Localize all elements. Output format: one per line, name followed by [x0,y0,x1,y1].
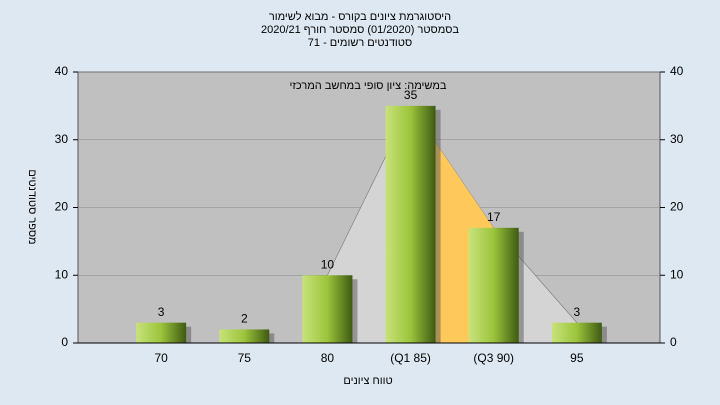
y2-tick-label: 10 [670,267,684,281]
value-label: 3 [574,305,581,319]
y2-tick-label: 40 [670,64,684,78]
bar [551,322,602,343]
subtitle: במשימה: ציון סופי במחשב המרכזי [290,80,447,92]
title-line: סטודנטים רשומים - 71 [308,37,412,49]
value-label: 17 [487,210,501,224]
y-tick-label: 20 [55,200,69,214]
x-tick-label: 75 [238,351,252,365]
bar [385,105,436,343]
x-tick-label: 80 [321,351,335,365]
y-tick-label: 10 [55,267,69,281]
bar [219,329,270,343]
x-tick-label: 70 [154,351,168,365]
x-tick-label: 95 [570,351,584,365]
value-label: 35 [404,88,418,102]
y2-tick-label: 20 [670,200,684,214]
title-line: היסטוגרמת ציונים בקורס - מבוא לשימור [269,10,451,23]
y2-tick-label: 30 [670,132,684,146]
value-label: 3 [158,305,165,319]
bar [136,322,187,343]
value-label: 10 [321,257,335,271]
bar [468,227,519,343]
x-axis-label: טווח ציונים [343,375,392,387]
x-tick-label: (Q3 90) [473,351,514,365]
x-tick-label: (Q1 85) [390,351,431,365]
y-tick-label: 40 [55,64,69,78]
y-tick-label: 0 [61,335,68,349]
title-line: בסמסטר (01/2020) סמסטר חורף 2020/21 [261,24,459,36]
value-label: 2 [241,312,248,326]
bar [302,275,353,343]
y-axis-label: מספר סטודנטים [26,169,38,244]
y2-tick-label: 0 [670,335,677,349]
y-tick-label: 30 [55,132,69,146]
